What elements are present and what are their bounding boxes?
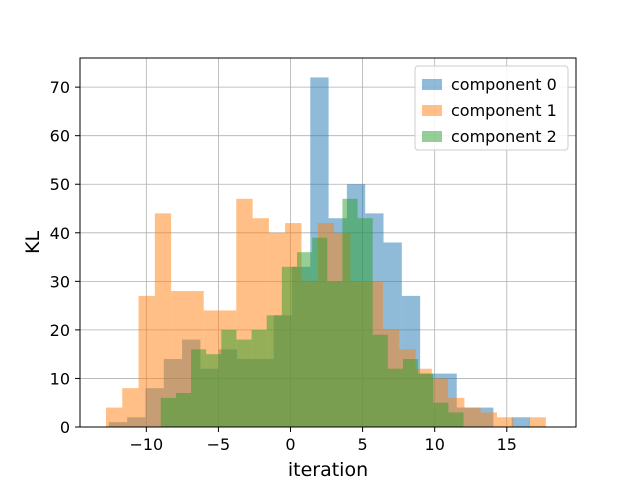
axis-ticks: −10 −5 0 5 10 15 0 10 20 30 40 50 60 70 <box>50 78 517 454</box>
x-tick-label: −10 <box>129 435 163 454</box>
histogram-bar <box>175 393 192 427</box>
y-tick-label: 60 <box>50 127 70 146</box>
y-tick-label: 0 <box>60 418 70 437</box>
histogram-bar <box>529 417 546 427</box>
histogram-bar <box>357 218 373 427</box>
histogram-bar <box>138 295 155 427</box>
x-tick-label: −5 <box>207 435 231 454</box>
x-tick-label: 0 <box>285 435 295 454</box>
histogram-bar <box>402 359 419 427</box>
legend: component 0 component 1 component 2 <box>414 65 569 151</box>
histogram-bar <box>206 354 222 427</box>
histogram-bar <box>191 349 207 427</box>
histogram-bar <box>327 281 343 427</box>
y-tick-label: 10 <box>50 369 70 388</box>
legend-label: component 0 <box>451 75 557 94</box>
histogram-bar <box>448 412 464 427</box>
histogram-bar <box>387 368 403 427</box>
histogram-bar <box>251 329 267 427</box>
histogram-bar <box>480 412 497 427</box>
y-tick-label: 40 <box>50 224 70 243</box>
y-axis-label: KL <box>22 231 44 254</box>
histogram-bar <box>154 213 172 427</box>
histogram-bars <box>105 77 546 427</box>
legend-box <box>414 65 569 151</box>
legend-swatch <box>422 131 442 142</box>
legend-label: component 2 <box>451 127 557 146</box>
histogram-bar <box>496 417 514 427</box>
histogram-bar <box>418 373 434 427</box>
plot-frame <box>79 57 577 428</box>
y-tick-label: 50 <box>50 175 70 194</box>
histogram-bar <box>342 198 358 427</box>
histogram-bar <box>464 407 481 427</box>
legend-swatch <box>422 105 442 116</box>
legend-label: component 1 <box>451 101 557 120</box>
x-tick-label: 5 <box>358 435 368 454</box>
histogram-bar <box>160 397 176 427</box>
histogram-bar <box>433 402 449 427</box>
histogram-bar <box>105 407 123 427</box>
histogram-bar <box>372 334 388 427</box>
y-tick-label: 20 <box>50 321 70 340</box>
x-tick-label: 10 <box>425 435 445 454</box>
legend-swatch <box>422 79 442 90</box>
histogram-bar <box>511 417 531 427</box>
y-tick-label: 70 <box>50 78 70 97</box>
histogram-bar <box>297 252 313 427</box>
histogram-bar <box>236 339 252 427</box>
series-2-bars <box>160 198 464 427</box>
histogram-bar <box>281 266 297 427</box>
x-axis-label: iteration <box>288 459 368 480</box>
histogram-bar <box>122 388 139 427</box>
histogram-bar <box>312 237 328 427</box>
histogram-bar <box>266 315 282 427</box>
y-tick-label: 30 <box>50 272 70 291</box>
x-tick-label: 15 <box>497 435 517 454</box>
histogram-bar <box>221 329 237 427</box>
